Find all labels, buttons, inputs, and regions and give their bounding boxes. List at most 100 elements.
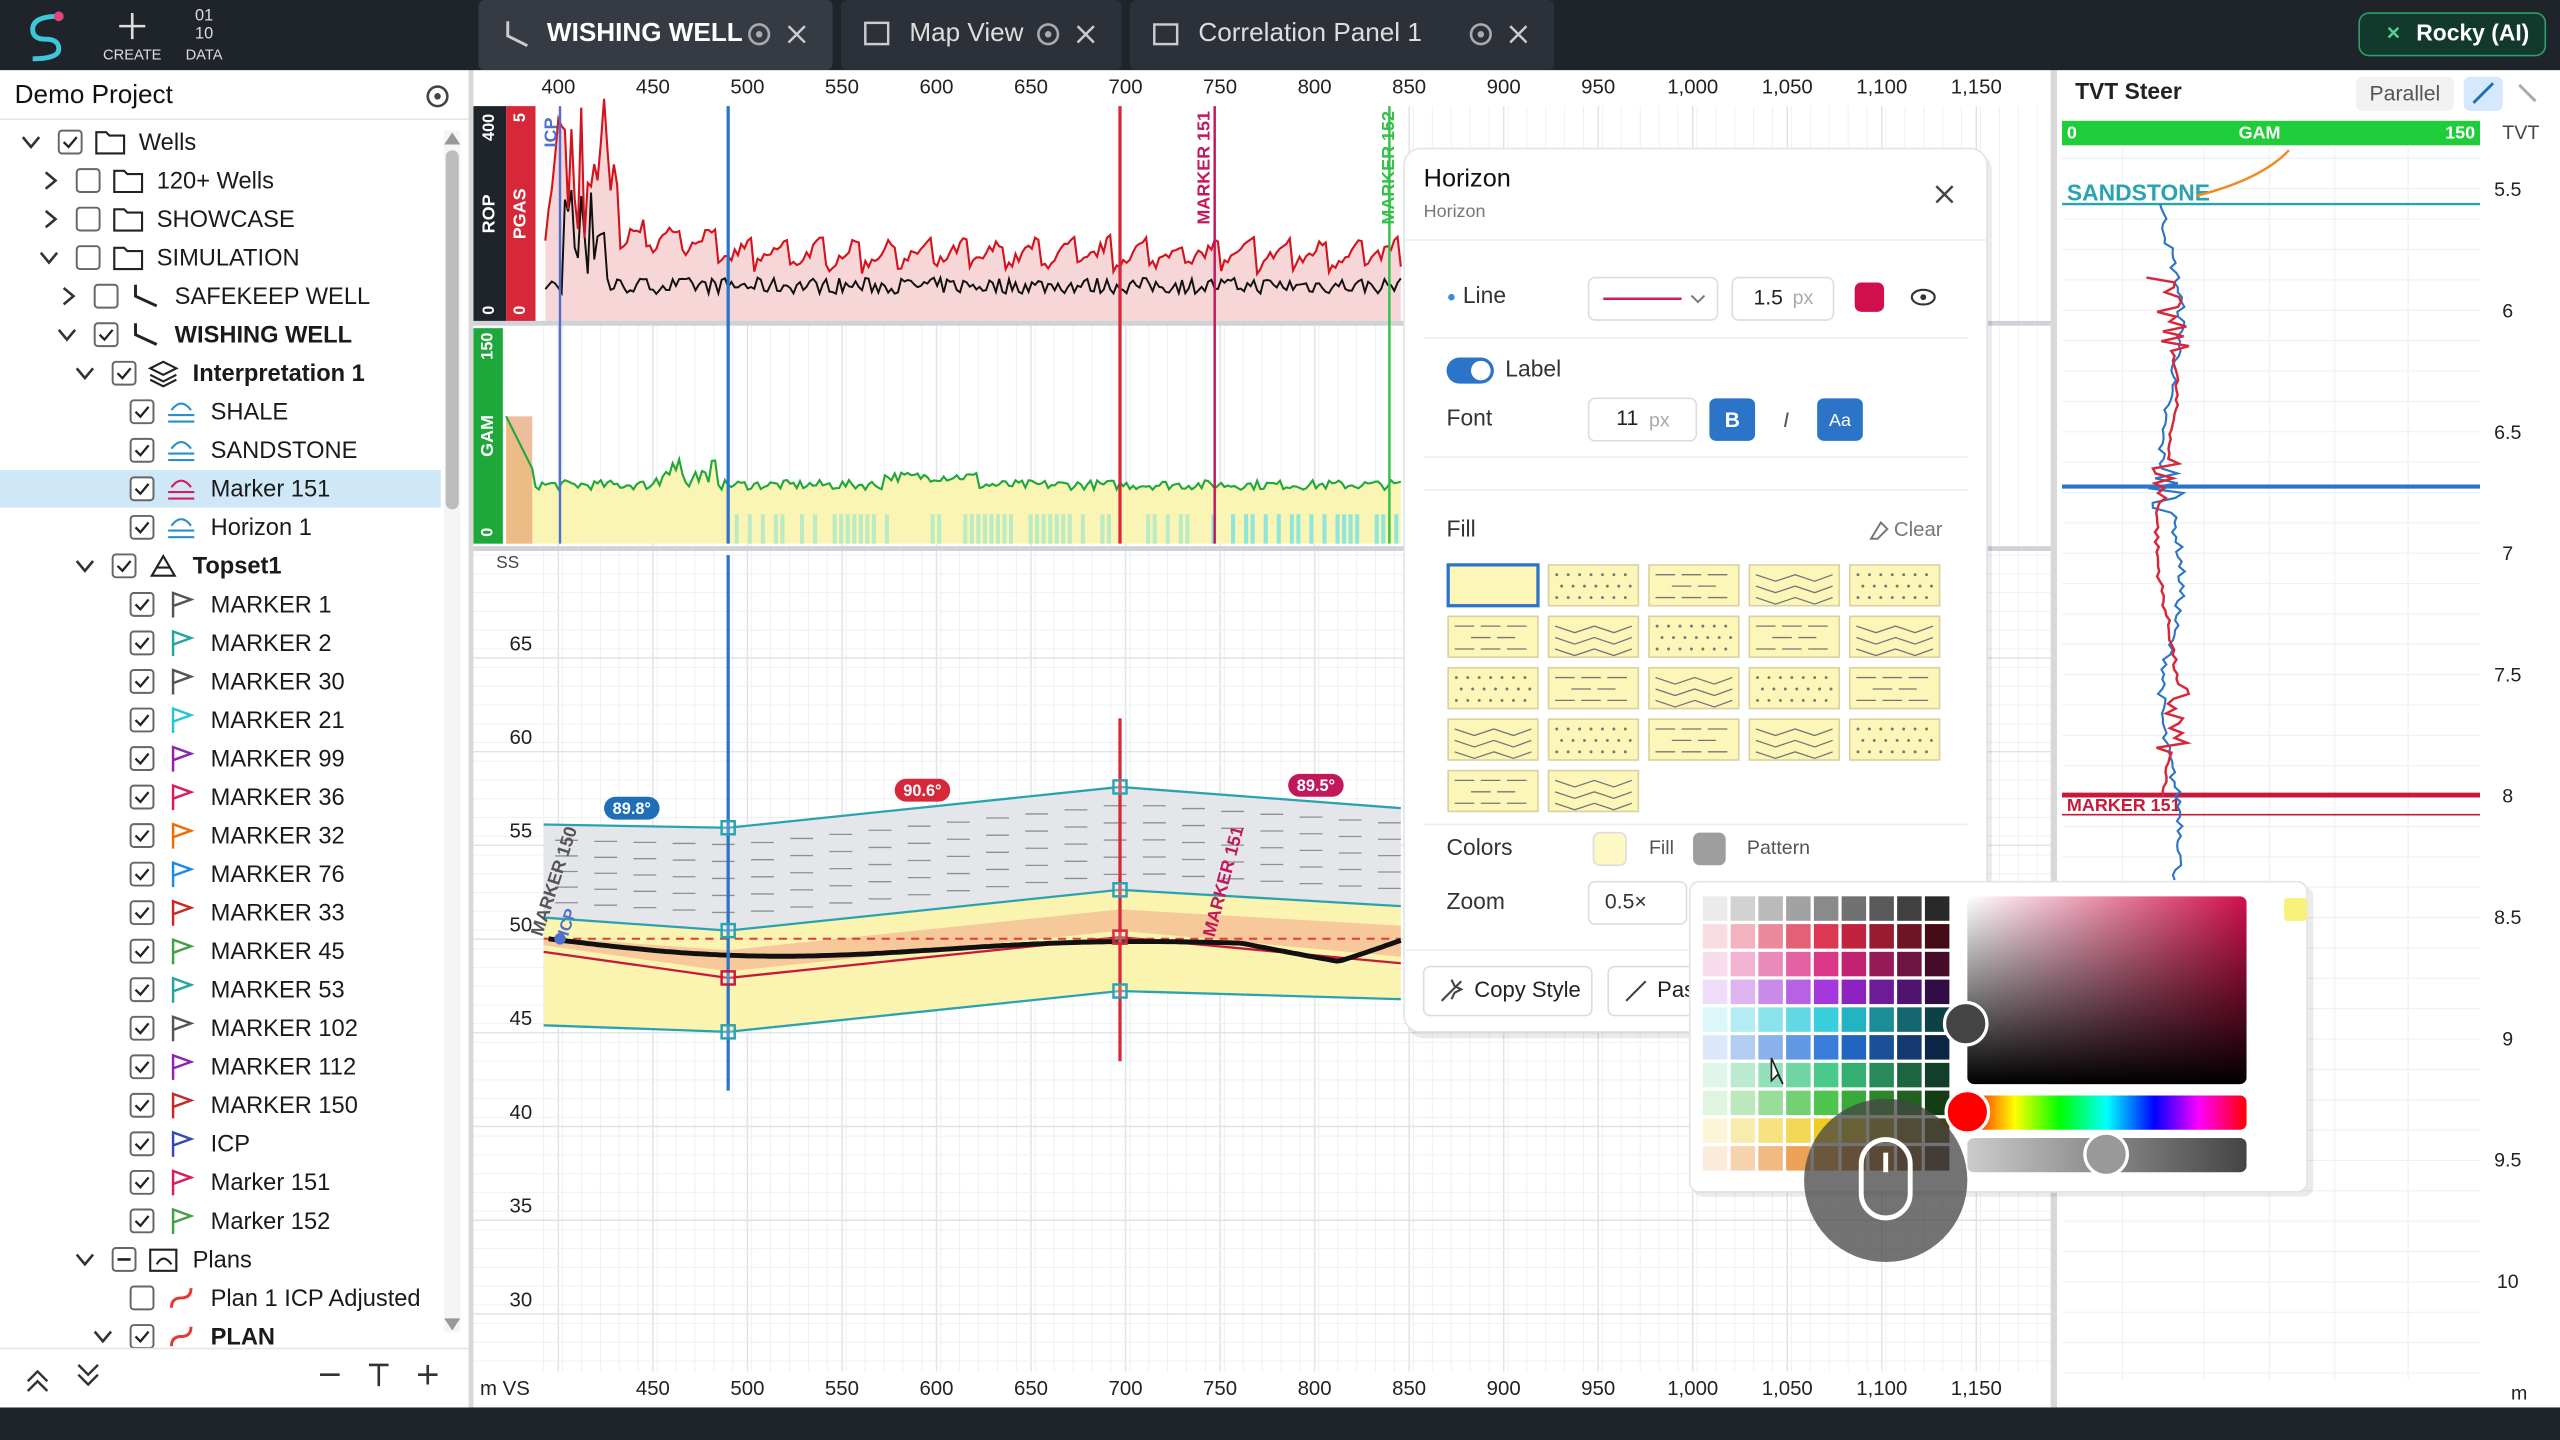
gear-icon[interactable] [748,23,771,46]
checkbox[interactable] [111,553,137,579]
tab-label[interactable]: Correlation Panel 1 [1198,17,1422,47]
color-swatch[interactable] [1702,979,1728,1005]
create-button[interactable]: CREATE [103,47,162,63]
fill-pattern[interactable] [1447,615,1539,658]
checkbox[interactable] [57,129,83,155]
pattern-color-swatch[interactable] [1693,832,1726,866]
color-swatch[interactable] [1702,1007,1728,1032]
fill-pattern[interactable] [1848,666,1941,710]
hue-handle[interactable] [1944,1088,1991,1135]
gear-icon[interactable] [1037,23,1060,46]
expand-all[interactable] [77,1364,99,1387]
control-point[interactable] [720,820,736,836]
expand-chevron[interactable] [75,1253,95,1267]
ai-button[interactable] [2358,12,2547,57]
tree-item-label[interactable]: MARKER 76 [211,862,345,888]
control-point[interactable] [1112,983,1128,999]
checkbox[interactable] [129,1169,155,1195]
tree-item-label[interactable]: Marker 151 [211,477,331,503]
color-swatch[interactable] [1841,924,1867,949]
tree-item-label[interactable]: MARKER 2 [211,631,332,657]
tree-item-label[interactable]: Plans [193,1247,252,1273]
color-swatch[interactable] [1786,1062,1811,1088]
tree-item-label[interactable]: Horizon 1 [211,515,312,541]
color-swatch[interactable] [1924,924,1950,949]
fill-pattern[interactable] [1748,666,1840,710]
color-swatch[interactable] [1841,896,1867,921]
checkbox[interactable] [129,977,155,1003]
tab[interactable] [1129,0,1555,71]
color-swatch[interactable] [1897,1035,1922,1060]
tree-item-label[interactable]: Marker 151 [211,1170,331,1196]
checkbox[interactable] [129,861,155,887]
control-point[interactable] [1112,882,1128,898]
color-swatch[interactable] [1786,1007,1811,1032]
fill-pattern[interactable] [1748,564,1840,607]
expand-chevron[interactable] [44,209,58,229]
fill-pattern[interactable] [1848,718,1941,761]
fill-color-swatch[interactable] [1592,831,1627,867]
color-swatch[interactable] [1786,1090,1811,1116]
control-point[interactable] [720,970,736,986]
line-width-value[interactable]: 1.5 [1753,286,1783,309]
checkbox[interactable] [129,630,155,656]
expand-chevron[interactable] [57,328,77,342]
tree-item-label[interactable]: SHOWCASE [157,207,295,233]
color-swatch[interactable] [1841,1035,1867,1060]
color-swatch[interactable] [1869,979,1894,1005]
checkbox[interactable] [129,437,155,463]
copy-style-label[interactable]: Copy Style [1474,977,1581,1002]
data-button[interactable]: DATA [186,47,223,63]
tree-item-label[interactable]: ICP [211,1132,250,1158]
checkbox[interactable] [111,360,137,386]
color-swatch[interactable] [1730,1007,1756,1032]
color-swatch[interactable] [1702,896,1728,921]
checkbox[interactable] [129,1092,155,1118]
alpha-handle[interactable] [2083,1131,2129,1178]
parallel-button[interactable] [2355,76,2454,112]
tree-item-label[interactable]: MARKER 30 [211,669,345,695]
copy-style-button[interactable] [1422,965,1593,1017]
text-size[interactable] [368,1363,389,1387]
expand-chevron[interactable] [75,367,95,381]
color-swatch[interactable] [1897,1062,1922,1088]
checkbox[interactable] [129,1015,155,1041]
color-swatch[interactable] [1786,896,1811,921]
fill-pattern[interactable] [1848,564,1941,607]
italic-button-label[interactable]: I [1783,409,1789,432]
tree-item-label[interactable]: MARKER 45 [211,939,345,965]
color-swatch[interactable] [1869,896,1894,921]
checkbox[interactable] [93,322,119,348]
fill-pattern[interactable] [1648,718,1740,761]
collapse-all[interactable] [26,1369,49,1392]
case-button[interactable] [1817,398,1863,441]
control-point[interactable] [1112,929,1128,945]
color-swatch[interactable] [1730,1090,1756,1116]
checkbox[interactable] [75,206,101,232]
color-swatch[interactable] [1730,1035,1756,1060]
color-swatch[interactable] [1897,951,1922,977]
checkbox[interactable] [129,900,155,926]
checkbox[interactable] [129,1131,155,1157]
tree-item-label[interactable]: MARKER 33 [211,901,345,927]
tree-item-label[interactable]: SIMULATION [157,246,300,272]
zoom-in[interactable] [417,1364,438,1385]
fill-pattern[interactable] [1447,769,1539,813]
color-swatch[interactable] [1702,951,1728,977]
saturation-handle[interactable] [1942,1000,1989,1047]
fill-pattern[interactable] [1547,718,1640,761]
fill-pattern[interactable] [1447,666,1539,710]
color-swatch[interactable] [1730,924,1756,949]
tree-item-label[interactable]: MARKER 112 [211,1055,357,1081]
fill-pattern[interactable] [1447,718,1539,761]
color-swatch[interactable] [1924,896,1950,921]
color-swatch[interactable] [1813,1035,1839,1060]
expand-chevron[interactable] [21,136,41,149]
fill-pattern[interactable] [1547,666,1640,710]
control-point[interactable] [720,1024,736,1040]
control-point[interactable] [1112,779,1128,795]
fill-pattern[interactable] [1648,666,1740,710]
color-swatch[interactable] [1702,1035,1728,1060]
color-swatch[interactable] [1897,896,1922,921]
color-swatch[interactable] [1786,1035,1811,1060]
